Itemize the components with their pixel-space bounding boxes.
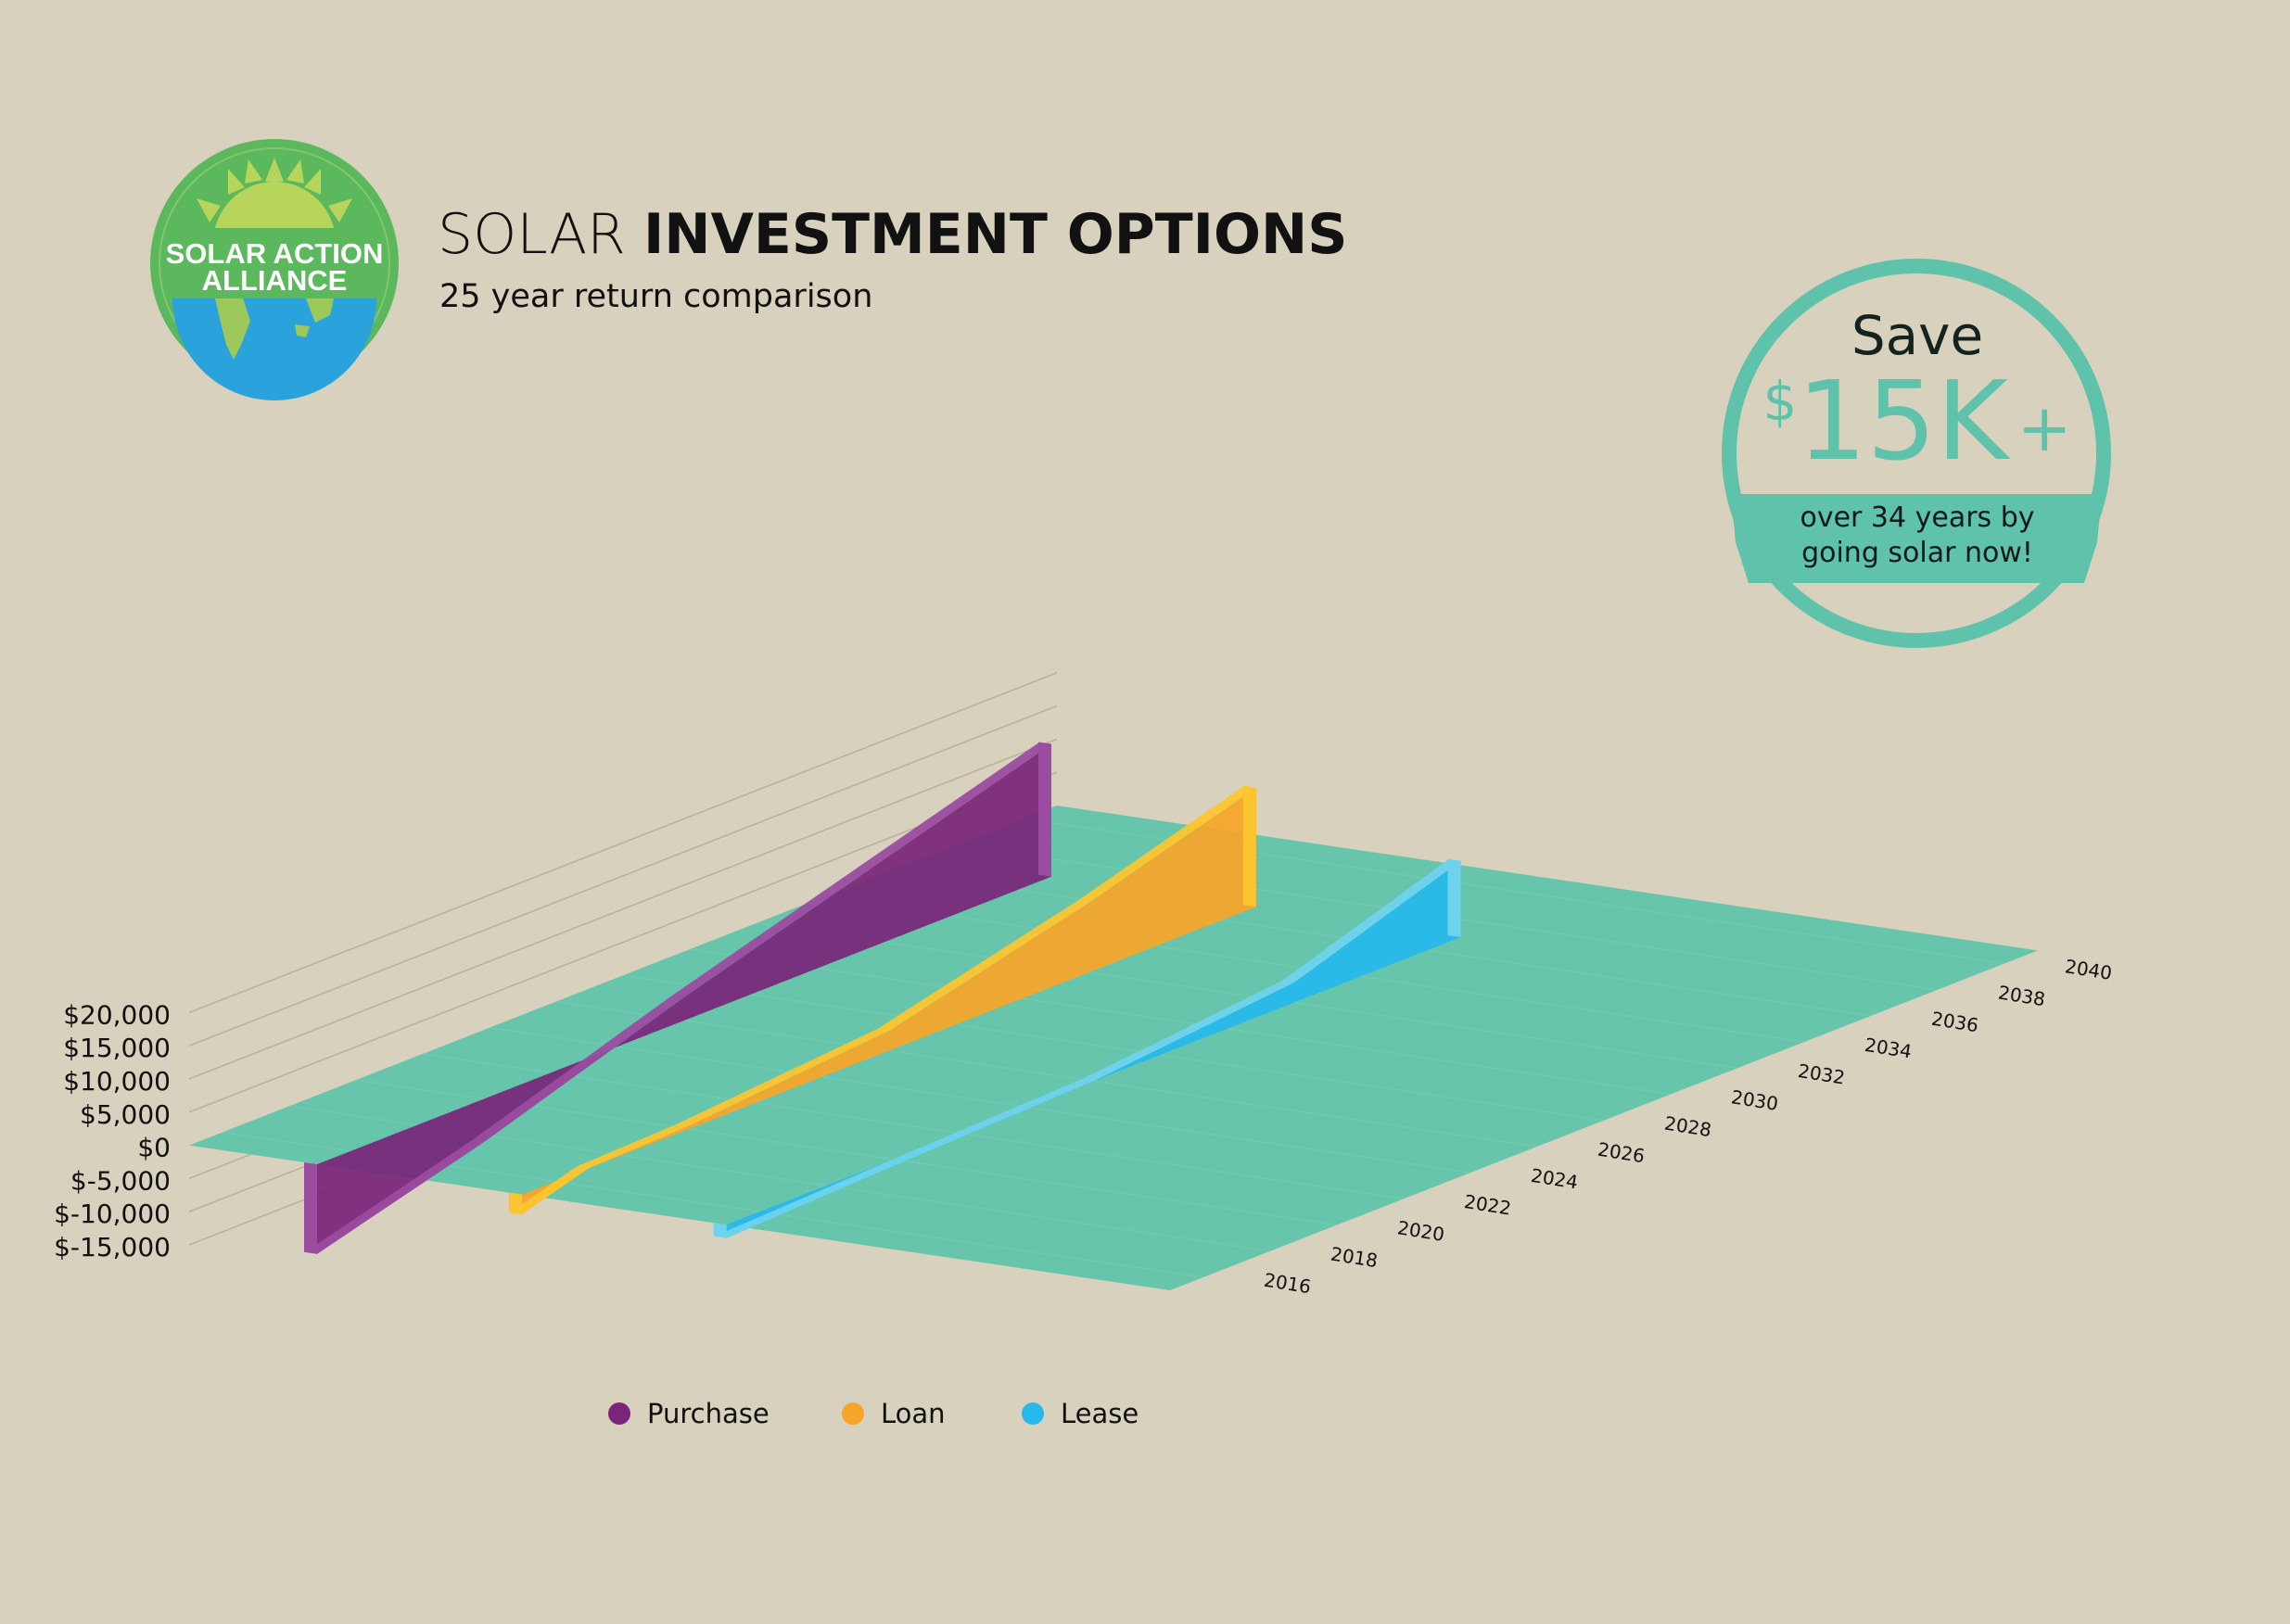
badge-subtext: over 34 years by going solar now! (1723, 501, 2112, 571)
series-endcap-loan (1242, 785, 1256, 907)
series-edge-purchase (305, 742, 1052, 1254)
y-tick-label: $10,000 (63, 1066, 171, 1097)
series-endcap-lease (1447, 858, 1461, 938)
x-tick-label: 2028 (1663, 1111, 1713, 1141)
x-tick-label: 2024 (1530, 1164, 1580, 1194)
series-cap-lease (713, 1223, 727, 1238)
x-tick-label: 2032 (1797, 1059, 1847, 1089)
series-cap-loan (508, 1192, 522, 1215)
badge-currency: $ (1762, 370, 1798, 433)
gridline (188, 704, 1058, 1047)
y-tick-label: $-10,000 (54, 1199, 171, 1229)
legend-label-purchase: Purchase (647, 1398, 770, 1429)
badge-sub-line2: going solar now! (1801, 537, 2033, 569)
y-tick-label: $5,000 (80, 1099, 171, 1130)
x-tick-label: 2034 (1864, 1034, 1914, 1063)
legend-label-loan: Loan (881, 1398, 946, 1429)
badge-sub-line1: over 34 years by (1800, 501, 2035, 534)
page-title: SOLAR INVESTMENT OPTIONS (438, 202, 1347, 267)
x-tick-label: 2022 (1463, 1190, 1513, 1220)
x-tick-label: 2030 (1730, 1085, 1780, 1115)
gridline (188, 771, 1058, 1113)
series-endcap-purchase (1038, 742, 1051, 877)
badge-amount-value: 15K (1797, 357, 2008, 485)
plane-year-line (422, 1053, 1405, 1199)
series-layer (304, 742, 1461, 1254)
plane-year-line (555, 1001, 1538, 1148)
x-tick-label: 2026 (1597, 1138, 1647, 1168)
gridline (188, 672, 1058, 1014)
legend-swatch-purchase (608, 1402, 630, 1425)
legend: Purchase Loan Lease (608, 1398, 1139, 1429)
plane-year-line (622, 974, 1605, 1122)
x-tick-label: 2040 (2064, 955, 2114, 984)
base-plane (189, 806, 2038, 1290)
gridline (188, 738, 1058, 1080)
plane-year-line (689, 948, 1672, 1095)
x-tick-label: 2036 (1930, 1008, 1980, 1037)
plane-year-line (756, 922, 1738, 1069)
legend-label-lease: Lease (1061, 1398, 1139, 1429)
badge-amount: $15K + (1723, 357, 2112, 485)
logo: SOLAR ACTION ALLIANCE (150, 139, 399, 400)
title-light: SOLAR (438, 202, 626, 267)
logo-line2: ALLIANCE (202, 264, 348, 297)
y-tick-label: $-5,000 (70, 1165, 171, 1196)
series-cap-purchase (304, 1162, 317, 1254)
legend-swatch-lease (1022, 1402, 1044, 1425)
x-tick-label: 2018 (1329, 1242, 1380, 1272)
savings-badge (1722, 259, 2111, 648)
page-subtitle: 25 year return comparison (439, 278, 873, 315)
y-tick-label: $-15,000 (54, 1232, 171, 1262)
y-tick-label: $20,000 (63, 999, 171, 1030)
y-axis: $20,000$15,000$10,000$5,000$0$-5,000$-10… (54, 999, 171, 1262)
logo-line1: SOLAR ACTION (166, 237, 384, 270)
badge-plus: + (2016, 390, 2072, 466)
legend-swatch-loan (842, 1402, 864, 1425)
x-tick-label: 2016 (1263, 1269, 1313, 1299)
y-tick-label: $15,000 (63, 1033, 171, 1063)
badge-save-label: Save (1851, 304, 1984, 367)
x-tick-label: 2020 (1396, 1216, 1446, 1246)
x-tick-label: 2038 (1997, 981, 2047, 1010)
y-tick-label: $0 (137, 1133, 171, 1163)
plane-year-line (489, 1027, 1471, 1174)
title-bold: INVESTMENT OPTIONS (642, 202, 1348, 267)
